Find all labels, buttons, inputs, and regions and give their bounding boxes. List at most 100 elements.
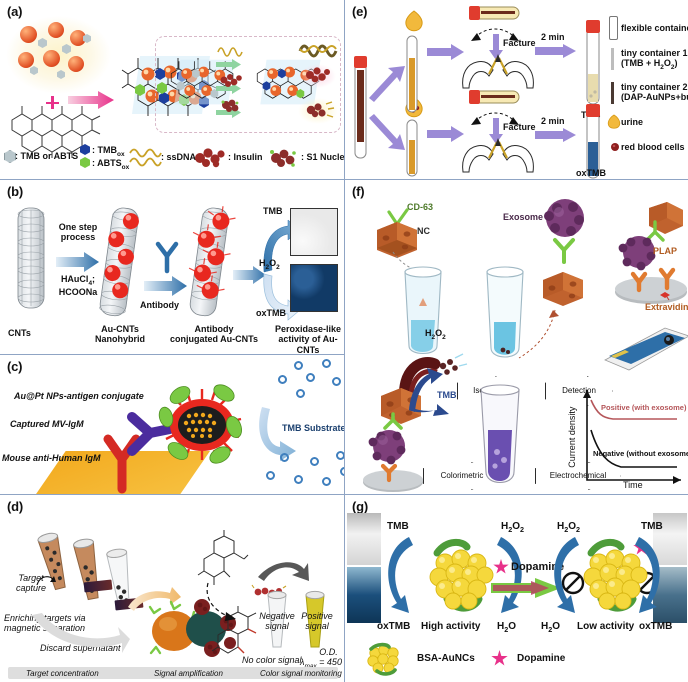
- panel-d-label-positive: Positive signal: [301, 611, 333, 632]
- panel-e-label-time-top: 2 min: [541, 32, 565, 42]
- panel-c-label: (c): [7, 359, 23, 374]
- panel-b-arrow2-label: Antibody: [140, 300, 179, 310]
- flexible-capsule-bottom: [469, 90, 520, 104]
- dopamine-inhibition-arrow: [491, 578, 561, 598]
- au-nanoparticle: [48, 22, 64, 38]
- branch-arrow-up: [369, 66, 405, 102]
- flexible-container-icon: [609, 16, 618, 40]
- pentagon-blue-icon: [80, 144, 90, 155]
- panel-b-caption-peroxidase: Peroxidase-like activity of Au-CNTs: [274, 324, 342, 355]
- tiny-container-2-icon: [611, 82, 614, 104]
- panel-b-caption-antibody-conj: Antibody conjugated Au-CNTs: [170, 324, 258, 345]
- panel-b-caption-aucnt: Au-CNTs Nanohybrid: [94, 324, 145, 345]
- plus-sign-icon: [46, 96, 59, 109]
- nanocube-icon: [543, 272, 583, 306]
- panel-e-label-fracture-bottom: Facture: [503, 122, 536, 132]
- panel-d: (d) Target: [0, 495, 345, 682]
- tmb-substrate-arrow: [259, 407, 296, 461]
- timer-arrow-top: [535, 44, 576, 58]
- panel-d-stage-3: Color signal monitoring: [260, 669, 342, 678]
- micrograph-colorless: [290, 208, 338, 256]
- panel-e-result-label-oxtmb: oxTMB: [576, 168, 606, 178]
- tmb-to-oxtmb-arrow-left: [388, 537, 413, 613]
- pentagon-gray-icon: [62, 44, 71, 54]
- pentagon-gray-icon: [83, 34, 91, 43]
- aupt-np-antigen-conjugate-icon: [158, 384, 242, 464]
- blood-sample-tube: [354, 56, 367, 159]
- tmb-droplet-icon: [310, 457, 319, 466]
- inhibition-sign-left: [561, 571, 585, 595]
- panel-c-annotation-aupt: Au@Pt NPs-antigen conjugate: [14, 391, 144, 401]
- au-nanoparticle: [68, 56, 84, 72]
- urine-drop-icon: [405, 10, 423, 32]
- panel-f-label-extravidin: Extravidin: [645, 302, 688, 312]
- legend-label-ssdna: : ssDNA: [161, 152, 197, 162]
- legend-label-s1nuclease: : S1 Nuclease: [301, 152, 345, 162]
- insulin-cluster-icon: [220, 74, 242, 87]
- target-capture-curved-arrow: [36, 576, 56, 586]
- result-tube-oxtmb: [586, 104, 600, 179]
- panel-g-label-high-activity: High activity: [421, 621, 481, 632]
- wave-ssdna-icon: [129, 148, 162, 167]
- panel-g-legend: BSA-AuNCs Dopamine: [355, 641, 685, 677]
- panel-g-label-h2o2-left: H2O2: [501, 521, 525, 534]
- au-nanoparticle: [18, 52, 34, 68]
- electrode-plate-assembly: [615, 202, 687, 304]
- antibody-icon: [155, 241, 179, 274]
- photo-strip-clear: [347, 513, 381, 565]
- pentagon-gray-icon: [38, 38, 47, 48]
- wave-ssdna-icon: [217, 47, 243, 57]
- panel-e: (e): [345, 0, 688, 180]
- photo-strip-blue: [347, 567, 381, 623]
- panel-f: (f) CD-63 NC Isolation: [345, 180, 688, 495]
- au-nanoparticle: [70, 30, 86, 46]
- panel-e-legend-label-4: red blood cells: [621, 142, 685, 152]
- process-arrow-2: [144, 276, 187, 296]
- pentagon-green-icon: [80, 157, 90, 168]
- captured-mv-igm-icon: [127, 412, 175, 456]
- timer-arrow-bottom: [535, 128, 576, 142]
- panel-b-label-tmb: TMB: [263, 206, 283, 216]
- panel-d-label-negative: Negative signal: [259, 611, 295, 632]
- micrograph-blue: [290, 264, 338, 312]
- panel-g-label-h2o2-right: H2O2: [557, 521, 581, 534]
- reaction-arrow-pink: [68, 91, 114, 109]
- panel-a: (a): [0, 0, 345, 180]
- panel-d-stage-bar: [8, 667, 338, 679]
- panel-f-chart: Positive (with exosome) Negative (withou…: [561, 384, 688, 492]
- tmb-droplet-icon: [266, 471, 275, 480]
- panel-f-label-h2o2: H2O2: [425, 328, 446, 341]
- chart-series-label-positive: Positive (with exosome): [601, 403, 687, 412]
- electrochemical-label: Electrochemical: [549, 471, 607, 481]
- current-density-chart-svg: [583, 390, 681, 484]
- panel-e-legend: flexible container tiny container 1 (TMB …: [607, 14, 688, 174]
- panel-f-label-tmb: TMB: [437, 390, 457, 400]
- panel-e-label-fracture-top: Facture: [503, 38, 536, 48]
- branch-arrow-down: [369, 114, 405, 150]
- dopamine-star-icon: [491, 650, 508, 666]
- s1-nuclease-icon: [221, 99, 239, 112]
- legend-label-tmb-abts: : TMB or ABTS: [15, 151, 79, 161]
- graphene-sheet-icon: [11, 106, 101, 158]
- s1-nuclease-icon: [270, 149, 296, 167]
- panel-f-label-nc: NC: [417, 226, 430, 236]
- panel-g-label: (g): [352, 499, 368, 514]
- panel-d-label-od: O.D. λmax = 450 nm: [300, 647, 344, 670]
- au-nanoparticle: [20, 26, 37, 43]
- pentagon-gray-icon: [30, 66, 38, 75]
- panel-b-arrow1-reagents: HAuCl4; HCOONa: [58, 274, 98, 298]
- bsa-aunc-cluster-icon: [429, 539, 494, 612]
- antibody-green-icon: [553, 238, 575, 264]
- cnt-tube-icon: [17, 207, 45, 309]
- hands-squeezing-top: [462, 54, 534, 89]
- panel-f-label-plap: PLAP: [653, 246, 678, 256]
- panel-b-label-h2o2: H2O2: [259, 258, 280, 271]
- urine-sample-tube-bottom: [406, 119, 418, 177]
- panel-a-label: (a): [7, 4, 23, 19]
- panel-e-legend-label-3: urine: [621, 117, 644, 127]
- panel-b-caption-cnts: CNTs: [8, 328, 31, 338]
- nanocube-cd63-icon: [377, 208, 417, 258]
- panel-g-label-tmb-left: TMB: [387, 521, 409, 532]
- panel-e-label: (e): [352, 4, 368, 19]
